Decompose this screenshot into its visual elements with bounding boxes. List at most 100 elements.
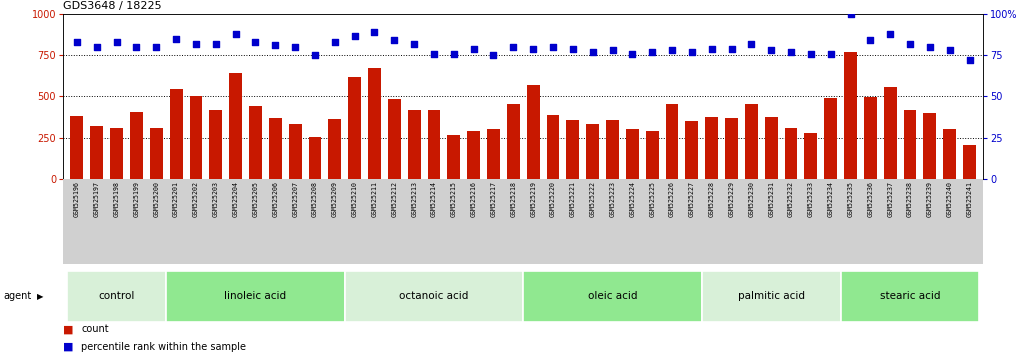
Text: GSM525234: GSM525234 [828,181,834,217]
Point [326,39,343,45]
Point [902,41,918,47]
Text: octanoic acid: octanoic acid [400,291,469,302]
Bar [308,137,321,179]
Bar [546,115,559,179]
Bar [824,98,837,179]
Point [545,44,561,50]
Point [247,39,263,45]
Bar [506,104,520,179]
Text: GSM525209: GSM525209 [332,181,338,217]
Point [267,42,284,48]
Text: GSM525197: GSM525197 [94,181,100,217]
Bar [70,116,83,179]
Point [604,47,620,53]
Text: GSM525221: GSM525221 [570,181,576,217]
FancyBboxPatch shape [67,271,166,322]
Text: GSM525213: GSM525213 [411,181,417,217]
Point [287,44,303,50]
Point [664,47,680,53]
Point [366,29,382,35]
Point [386,38,403,43]
Bar [884,87,897,179]
FancyBboxPatch shape [702,271,841,322]
Point [207,41,224,47]
Point [823,51,839,57]
Text: GSM525226: GSM525226 [669,181,675,217]
Text: agent: agent [3,291,32,302]
Text: GSM525198: GSM525198 [114,181,120,217]
Bar [387,99,401,179]
Text: GSM525203: GSM525203 [213,181,219,217]
Text: GSM525212: GSM525212 [392,181,398,217]
Text: GDS3648 / 18225: GDS3648 / 18225 [63,1,162,11]
Text: GSM525216: GSM525216 [471,181,477,217]
Bar [487,129,500,179]
Text: GSM525237: GSM525237 [887,181,893,217]
Point [307,52,323,58]
Text: percentile rank within the sample: percentile rank within the sample [81,342,246,352]
Bar [863,97,877,179]
Point [723,46,739,52]
Bar [110,128,123,179]
Text: linoleic acid: linoleic acid [225,291,287,302]
Point [704,46,720,52]
Text: GSM525220: GSM525220 [550,181,556,217]
Text: GSM525239: GSM525239 [926,181,933,217]
Text: GSM525196: GSM525196 [74,181,80,217]
Bar [606,120,619,179]
Point [188,41,204,47]
Text: GSM525233: GSM525233 [807,181,814,217]
Bar [189,96,202,179]
Bar [705,117,718,179]
Point [624,51,641,57]
Text: GSM525202: GSM525202 [193,181,199,217]
Text: GSM525231: GSM525231 [768,181,774,217]
Text: GSM525215: GSM525215 [451,181,457,217]
Point [644,49,660,55]
Point [942,47,958,53]
Point [466,46,482,52]
Text: GSM525214: GSM525214 [431,181,437,217]
Text: GSM525229: GSM525229 [728,181,734,217]
Bar [566,120,580,179]
Bar [903,110,916,179]
Point [88,44,105,50]
Bar [784,128,797,179]
Bar [646,131,659,179]
Bar [348,77,361,179]
Bar [210,110,223,179]
Text: GSM525199: GSM525199 [133,181,139,217]
Text: GSM525225: GSM525225 [649,181,655,217]
Bar [91,126,103,179]
Bar [923,113,937,179]
Text: GSM525224: GSM525224 [630,181,636,217]
Bar [744,104,758,179]
Bar [944,129,956,179]
Text: GSM525218: GSM525218 [511,181,517,217]
Text: GSM525227: GSM525227 [689,181,695,217]
Point [842,11,858,17]
Bar [963,145,976,179]
Text: control: control [99,291,135,302]
Point [683,49,700,55]
Point [882,31,898,37]
Bar [170,89,183,179]
Text: GSM525208: GSM525208 [312,181,318,217]
Text: stearic acid: stearic acid [880,291,941,302]
Point [168,36,184,42]
Point [783,49,799,55]
Text: GSM525223: GSM525223 [609,181,615,217]
Text: oleic acid: oleic acid [588,291,638,302]
Bar [765,117,778,179]
Text: GSM525238: GSM525238 [907,181,913,217]
Bar [149,128,163,179]
Text: GSM525211: GSM525211 [371,181,377,217]
Bar [408,110,421,179]
Point [921,44,938,50]
Text: GSM525236: GSM525236 [868,181,874,217]
Bar [130,112,143,179]
Point [961,57,977,63]
Text: GSM525240: GSM525240 [947,181,953,217]
Text: GSM525207: GSM525207 [292,181,298,217]
Point [585,49,601,55]
